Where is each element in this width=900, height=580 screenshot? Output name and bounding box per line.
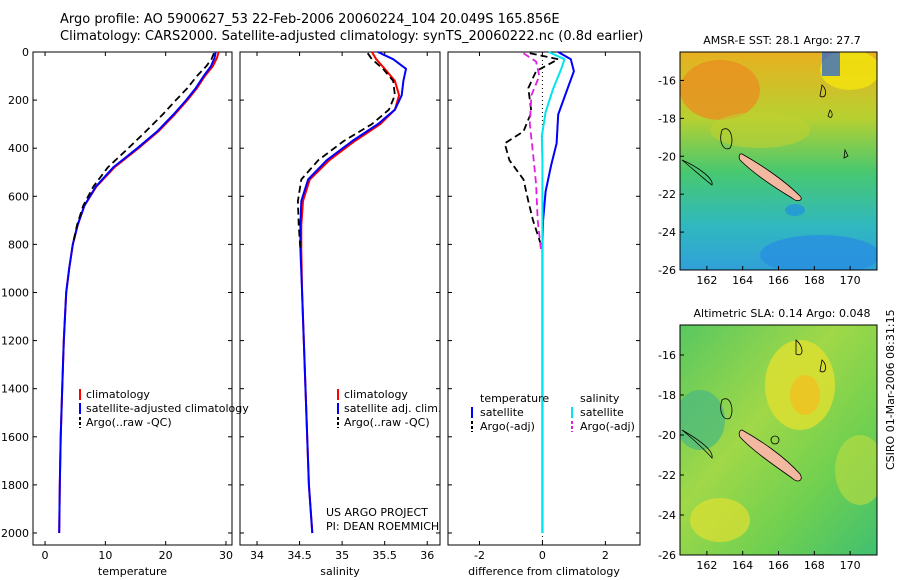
map-x-tick-label: 168 [804,559,825,572]
legend-entry: Argo(-adj) [580,420,635,433]
series-line-argo-raw-qc- [296,52,396,250]
sla-map-island [738,429,802,482]
y-tick-label: 600 [8,190,29,203]
map2-title: Altimetric SLA: 0.14 Argo: 0.048 [693,307,870,320]
series-line-temperature-satellite [541,51,575,533]
legend-entry: Argo(-adj) [480,420,535,433]
series-line-climatology [300,51,401,534]
x-tick-label: 30 [219,549,233,562]
map-y-tick-label: -20 [658,150,676,163]
legend-entry: Argo(..raw -QC) [86,416,172,429]
y-tick-label: 200 [8,94,29,107]
x-tick-label: 20 [159,549,173,562]
map-x-tick-label: 164 [732,274,753,287]
map-x-tick-label: 170 [840,559,861,572]
series-line-temperature-argo-adj- [503,52,560,250]
y-tick-label: 1000 [1,286,29,299]
sst-map-field [680,52,877,270]
project-line-1: US ARGO PROJECT [326,506,428,519]
map-y-tick-label: -22 [658,188,676,201]
title-line-2: Climatology: CARS2000. Satellite-adjuste… [60,29,644,44]
x-axis-label: temperature [98,565,167,578]
y-tick-label: 400 [8,142,29,155]
series-line-salinity-argo-adj- [523,52,542,250]
legend-entry: climatology [86,388,150,401]
y-tick-label: 1800 [1,479,29,492]
y-tick-label: 1600 [1,431,29,444]
x-tick-label: 2 [602,549,609,562]
map-x-tick-label: 170 [840,274,861,287]
legend-group-title: temperature [480,392,549,405]
x-tick-label: -2 [474,549,485,562]
legend-entry: satellite adj. clim. [344,402,441,415]
series-line-argo-raw-qc- [71,52,215,245]
map-y-tick-label: -24 [658,509,676,522]
sla-map-field [680,325,877,555]
map1-title: AMSR-E SST: 28.1 Argo: 27.7 [703,34,861,47]
legend-entry: satellite [480,406,524,419]
map-y-tick-label: -16 [658,74,676,87]
map-y-tick-label: -26 [658,264,676,277]
x-tick-label: 35 [335,549,349,562]
x-tick-label: 34 [250,549,264,562]
y-tick-label: 1400 [1,383,29,396]
x-tick-label: 0 [42,549,49,562]
legend-entry: satellite-adjusted climatology [86,402,249,415]
series-line-satellite-adj-clim- [299,51,407,534]
map-y-tick-label: -20 [658,429,676,442]
map-y-tick-label: -18 [658,112,676,125]
sst-map-island [738,153,802,202]
map-x-tick-label: 166 [768,559,789,572]
map-x-tick-label: 168 [804,274,825,287]
map-x-tick-label: 164 [732,559,753,572]
map-x-tick-label: 166 [768,274,789,287]
map-x-tick-label: 162 [696,274,717,287]
plot-frame-0 [32,51,233,546]
x-tick-label: 36 [420,549,434,562]
project-line-2: PI: DEAN ROEMMICH [326,520,439,533]
map-y-tick-label: -22 [658,469,676,482]
sla-map-coastline [681,339,826,459]
title-line-1: Argo profile: AO 5900627_53 22-Feb-2006 … [60,12,560,27]
map-y-tick-label: -16 [658,349,676,362]
y-tick-label: 0 [22,46,29,59]
map-y-tick-label: -18 [658,389,676,402]
map-y-tick-label: -24 [658,226,676,239]
series-line-climatology [58,51,220,534]
legend-entry: Argo(..raw -QC) [344,416,430,429]
legend-entry: climatology [344,388,408,401]
plot-frame-1 [239,51,441,546]
x-tick-label: 35.5 [372,549,397,562]
x-tick-label: 0 [539,549,546,562]
x-tick-label: 34.5 [287,549,312,562]
legend-entry: satellite [580,406,624,419]
plot-frame-2 [447,51,641,546]
y-tick-label: 800 [8,238,29,251]
sst-map-coastline [681,84,849,186]
x-axis-label: salinity [320,565,360,578]
x-tick-label: 10 [98,549,112,562]
y-tick-label: 1200 [1,335,29,348]
series-line-salinity-satellite [540,51,566,533]
side-timestamp: CSIRO 01-Mar-2006 08:31:15 [884,309,897,470]
y-tick-label: 2000 [1,527,29,540]
legend-group-title: salinity [580,392,620,405]
map-y-tick-label: -26 [658,549,676,562]
series-line-satellite-adjusted-climatology [58,51,217,534]
map-x-tick-label: 162 [696,559,717,572]
x-axis-label: difference from climatology [468,565,620,578]
